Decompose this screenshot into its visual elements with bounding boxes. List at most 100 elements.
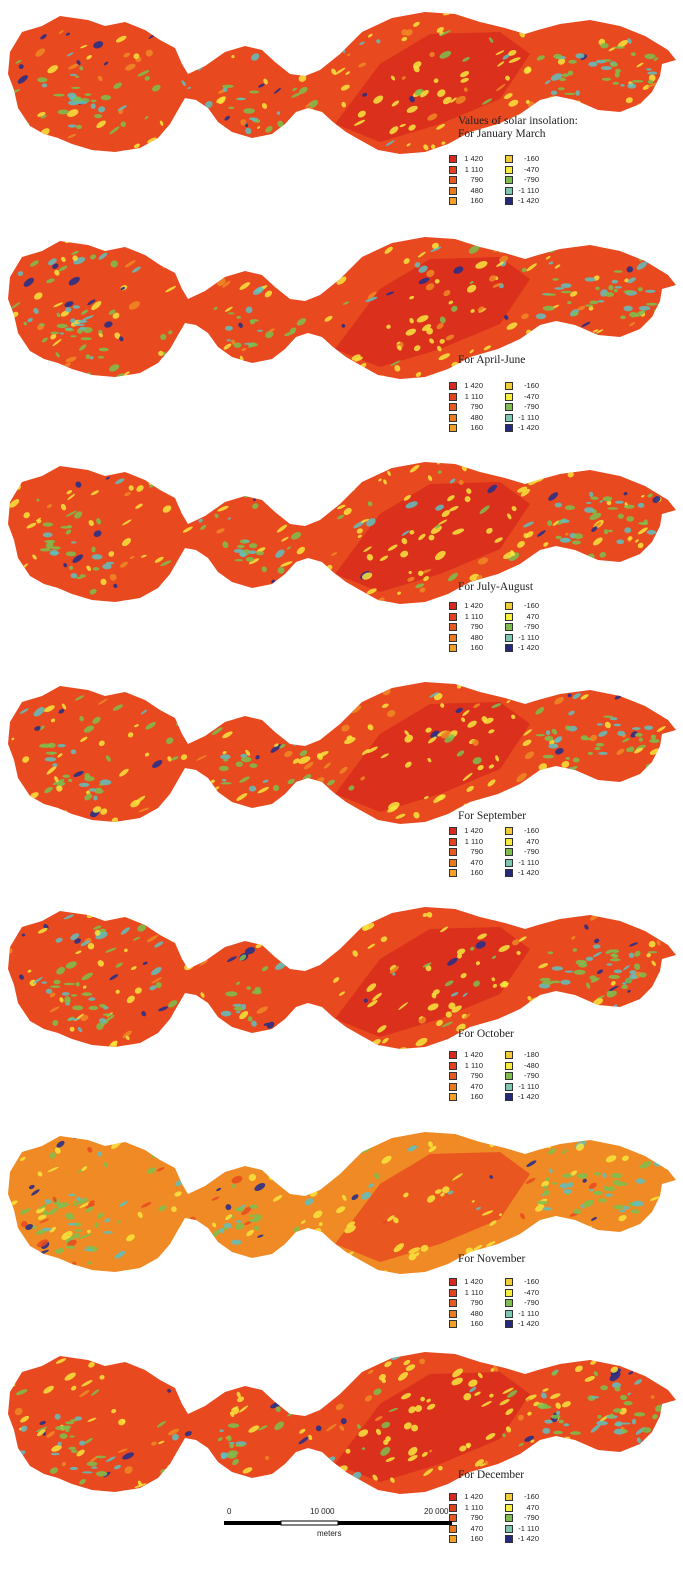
legend-value: -1 420 bbox=[517, 868, 539, 877]
legend-item: -1 420 bbox=[505, 423, 539, 433]
legend-value: -160 bbox=[523, 826, 539, 835]
legend-swatch bbox=[505, 424, 513, 433]
legend-value: 480 bbox=[470, 412, 483, 422]
legend-swatch bbox=[505, 1082, 513, 1091]
scale-tick-label: 20 000 bbox=[424, 1507, 449, 1516]
panel-title-line: For April-June bbox=[458, 354, 526, 366]
legend-value: -790 bbox=[523, 1298, 539, 1307]
legend-item: -160 bbox=[505, 601, 539, 611]
legend-value: -1 420 bbox=[517, 1092, 539, 1101]
legend-swatch bbox=[449, 392, 457, 401]
legend-value: 470 bbox=[470, 857, 483, 867]
map-panel-jul-aug: For July-August 1 420 1 110 790 480 160 -160 4… bbox=[0, 450, 683, 670]
legend-value: -790 bbox=[523, 175, 539, 184]
legend-item: -1 110 bbox=[505, 633, 539, 643]
valley-outline bbox=[8, 1132, 676, 1274]
insolation-map bbox=[8, 12, 676, 154]
legend-value: -1 110 bbox=[518, 1308, 539, 1318]
legend-swatch bbox=[505, 1493, 513, 1502]
legend-value: -1 420 bbox=[517, 196, 539, 205]
map-panel-dec: For December 1 420 1 110 790 470 160 -160 470-… bbox=[0, 1340, 683, 1580]
legend-value: -1 420 bbox=[517, 423, 539, 432]
legend-swatch bbox=[505, 1524, 513, 1533]
valley-outline bbox=[8, 462, 676, 604]
legend-item: -1 110 bbox=[505, 1082, 539, 1092]
legend: 1 420 1 110 790 470 160 -160 470 -790 -1 110 -1 4… bbox=[449, 826, 579, 888]
legend-swatch bbox=[505, 1288, 513, 1297]
legend-swatch bbox=[505, 186, 513, 195]
legend-value: 470 bbox=[470, 1081, 483, 1091]
legend-value: -790 bbox=[523, 622, 539, 631]
legend-value: -790 bbox=[523, 402, 539, 411]
map-panel-nov: For November 1 420 1 110 790 480 160 -160 -470… bbox=[0, 1120, 683, 1340]
legend-item: -1 420 bbox=[505, 868, 539, 878]
legend-item: 470 bbox=[449, 1524, 483, 1534]
legend-swatch bbox=[449, 1309, 457, 1318]
legend-value: 790 bbox=[470, 1298, 483, 1307]
panel-title-line: For November bbox=[458, 1253, 526, 1265]
legend-swatch bbox=[449, 1288, 457, 1297]
legend-swatch bbox=[449, 869, 457, 878]
legend-swatch bbox=[449, 186, 457, 195]
legend-item: 480 bbox=[449, 186, 483, 196]
legend-value: 1 110 bbox=[464, 836, 483, 846]
legend-swatch bbox=[449, 1524, 457, 1533]
legend-swatch bbox=[449, 1051, 457, 1060]
legend-item: 1 420 bbox=[449, 154, 483, 164]
legend-item: -160 bbox=[505, 1277, 539, 1287]
legend-value: 160 bbox=[470, 423, 483, 432]
legend-value: 1 420 bbox=[464, 154, 483, 163]
legend-item: 1 420 bbox=[449, 601, 483, 611]
legend-item: 470 bbox=[505, 837, 539, 847]
legend-swatch bbox=[449, 1493, 457, 1502]
legend-swatch bbox=[449, 424, 457, 433]
scale-tick-label: 10 000 bbox=[310, 1507, 335, 1516]
legend-item: -1 420 bbox=[505, 1534, 539, 1544]
legend-swatch bbox=[505, 858, 513, 867]
panel-title: For December bbox=[458, 1469, 524, 1482]
legend-item: -180 bbox=[505, 1050, 539, 1060]
legend-value: 480 bbox=[470, 1308, 483, 1318]
map-panel-apr-jun: For April-June 1 420 1 110 790 480 160 -160 -4… bbox=[0, 225, 683, 450]
legend-swatch bbox=[449, 382, 457, 391]
map-panel-sep: For September 1 420 1 110 790 470 160 -160 470… bbox=[0, 670, 683, 895]
legend-item: -1 110 bbox=[505, 186, 539, 196]
legend-value: 160 bbox=[470, 196, 483, 205]
legend-swatch bbox=[505, 837, 513, 846]
legend-swatch bbox=[449, 413, 457, 422]
legend-item: -790 bbox=[505, 402, 539, 412]
legend-item: -480 bbox=[505, 1061, 539, 1071]
legend-value: 480 bbox=[470, 185, 483, 195]
legend-swatch bbox=[449, 1093, 457, 1102]
legend-value: -1 110 bbox=[518, 1523, 539, 1533]
insolation-map bbox=[8, 907, 676, 1049]
panel-title: For April-June bbox=[458, 354, 525, 367]
legend-item: 1 110 bbox=[449, 1288, 483, 1298]
legend-item: -790 bbox=[505, 622, 539, 632]
scale-bar: 0 10 000 20 000 meters bbox=[222, 1507, 462, 1553]
panel-title-line: For July-August bbox=[458, 581, 534, 593]
legend-item: 1 110 bbox=[449, 612, 483, 622]
legend-swatch bbox=[505, 413, 513, 422]
legend-swatch bbox=[505, 612, 513, 621]
legend-item: 1 420 bbox=[449, 1277, 483, 1287]
legend-value: -1 420 bbox=[517, 1319, 539, 1328]
legend-item: 1 420 bbox=[449, 1492, 483, 1502]
legend-swatch bbox=[505, 1299, 513, 1308]
legend-value: 1 420 bbox=[464, 381, 483, 390]
legend-value: -160 bbox=[523, 154, 539, 163]
legend-item: 1 110 bbox=[449, 1061, 483, 1071]
legend-swatch bbox=[505, 1061, 513, 1070]
legend-item: 1 420 bbox=[449, 826, 483, 836]
legend-swatch bbox=[505, 382, 513, 391]
panel-title: For September bbox=[458, 810, 526, 823]
legend: 1 420 1 110 790 480 160 -160 -470 -790 -1 110 -1 … bbox=[449, 154, 579, 216]
insolation-map bbox=[8, 462, 676, 604]
legend-value: -1 110 bbox=[518, 185, 539, 195]
legend-value: -1 110 bbox=[518, 412, 539, 422]
legend-swatch bbox=[505, 165, 513, 174]
legend-value: -1 110 bbox=[518, 857, 539, 867]
legend-item: -1 420 bbox=[505, 643, 539, 653]
legend-item: 1 110 bbox=[449, 837, 483, 847]
legend-swatch bbox=[449, 403, 457, 412]
